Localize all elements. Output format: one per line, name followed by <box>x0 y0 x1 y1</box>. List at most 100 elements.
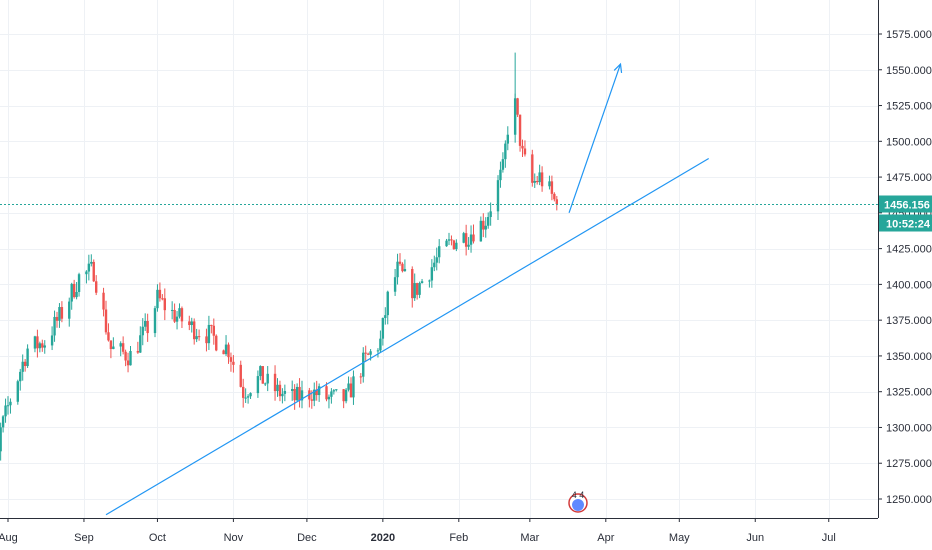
candle-body <box>398 261 402 264</box>
candle <box>188 315 191 331</box>
price-tick-label: 1300.000 <box>886 422 932 434</box>
events-badge-flag <box>572 499 584 511</box>
last-price-tag-bg <box>879 195 932 213</box>
time-tick-label: Mar <box>520 532 539 544</box>
candle-body <box>366 353 370 355</box>
candle <box>462 231 465 244</box>
candle <box>398 253 402 266</box>
candle <box>119 341 122 357</box>
candle-body <box>266 373 269 384</box>
candle <box>58 303 61 328</box>
candle-body <box>310 399 313 401</box>
candle-body <box>195 336 198 340</box>
candle-body <box>418 283 421 295</box>
candle <box>215 334 218 352</box>
candle <box>212 318 215 345</box>
candle-body <box>244 397 247 399</box>
candle <box>9 398 12 414</box>
drawings-layer <box>0 62 878 516</box>
candle-body <box>205 336 208 344</box>
candle-body <box>342 389 345 402</box>
candle-body <box>550 181 554 194</box>
candle-body <box>501 159 505 170</box>
candle <box>33 335 37 353</box>
candle-body <box>173 309 176 322</box>
candle <box>366 352 370 356</box>
price-axis[interactable]: 1575.000 1550.000 1525.000 1500.000 1475.000… <box>878 0 932 550</box>
time-axis[interactable]: Aug Sep Oct Nov Dec 2020 Feb Mar Apr May Jun Jul <box>0 518 878 550</box>
candle <box>484 217 487 238</box>
candle <box>72 279 76 299</box>
events-badge[interactable]: 4 4 <box>568 490 588 513</box>
price-tick-label: 1400.000 <box>886 279 932 291</box>
candle-body <box>215 335 218 351</box>
candle-body <box>129 351 132 366</box>
candle-body <box>107 332 110 341</box>
candle-body <box>401 263 404 272</box>
candle-body <box>163 298 166 311</box>
candle <box>41 339 44 352</box>
candle-body <box>178 308 181 317</box>
price-tick-label: 1575.000 <box>886 29 932 41</box>
candle-body <box>6 405 10 407</box>
candle <box>452 239 456 250</box>
candle-body <box>455 242 458 250</box>
candle-body <box>38 343 42 349</box>
candle-body <box>327 396 331 400</box>
candle-body <box>1 416 5 428</box>
candle <box>50 326 54 351</box>
time-tick-label: Nov <box>224 532 244 544</box>
candle-body <box>381 318 385 339</box>
candle <box>1 415 5 433</box>
candle-body <box>283 390 287 394</box>
candle <box>555 195 558 211</box>
candle-body <box>207 324 211 344</box>
candle-body <box>330 391 333 397</box>
candle-body <box>109 340 113 350</box>
time-axis-bg <box>0 518 878 550</box>
candle-body <box>447 239 451 241</box>
candle <box>104 300 108 335</box>
candle-body <box>536 180 539 183</box>
candle-body <box>396 261 399 278</box>
candle-body <box>227 344 230 358</box>
candle-body <box>467 244 470 247</box>
candle-body <box>325 386 328 400</box>
price-tick-label: 1275.000 <box>886 458 932 470</box>
candle-body <box>239 364 242 387</box>
price-axis-bg <box>878 0 932 550</box>
candle-body <box>548 181 551 187</box>
candle-body <box>170 309 174 311</box>
candle-body <box>482 220 485 230</box>
candle-body <box>504 143 507 160</box>
candle <box>536 175 539 185</box>
trendline[interactable] <box>105 157 710 516</box>
candle <box>330 388 333 404</box>
candle-body <box>521 145 524 149</box>
candle <box>403 259 407 272</box>
candle <box>124 349 127 367</box>
candle-body <box>450 239 453 241</box>
candle <box>499 161 502 188</box>
candle <box>300 380 304 409</box>
candle <box>332 389 336 395</box>
candle-body <box>224 344 228 355</box>
candle <box>489 202 492 226</box>
candles-layer <box>0 52 558 461</box>
candle <box>386 290 389 325</box>
arrow-line[interactable] <box>568 63 622 214</box>
candle <box>197 329 201 341</box>
candle <box>418 281 421 299</box>
candle-body <box>222 350 225 355</box>
candle <box>455 239 458 252</box>
candle <box>548 175 551 190</box>
candle-body <box>68 301 71 319</box>
candle <box>291 380 294 401</box>
candle <box>349 377 353 398</box>
candle <box>472 224 475 244</box>
candle <box>55 311 59 328</box>
candle <box>523 140 527 157</box>
candle <box>107 323 110 342</box>
candle-body <box>344 389 348 402</box>
